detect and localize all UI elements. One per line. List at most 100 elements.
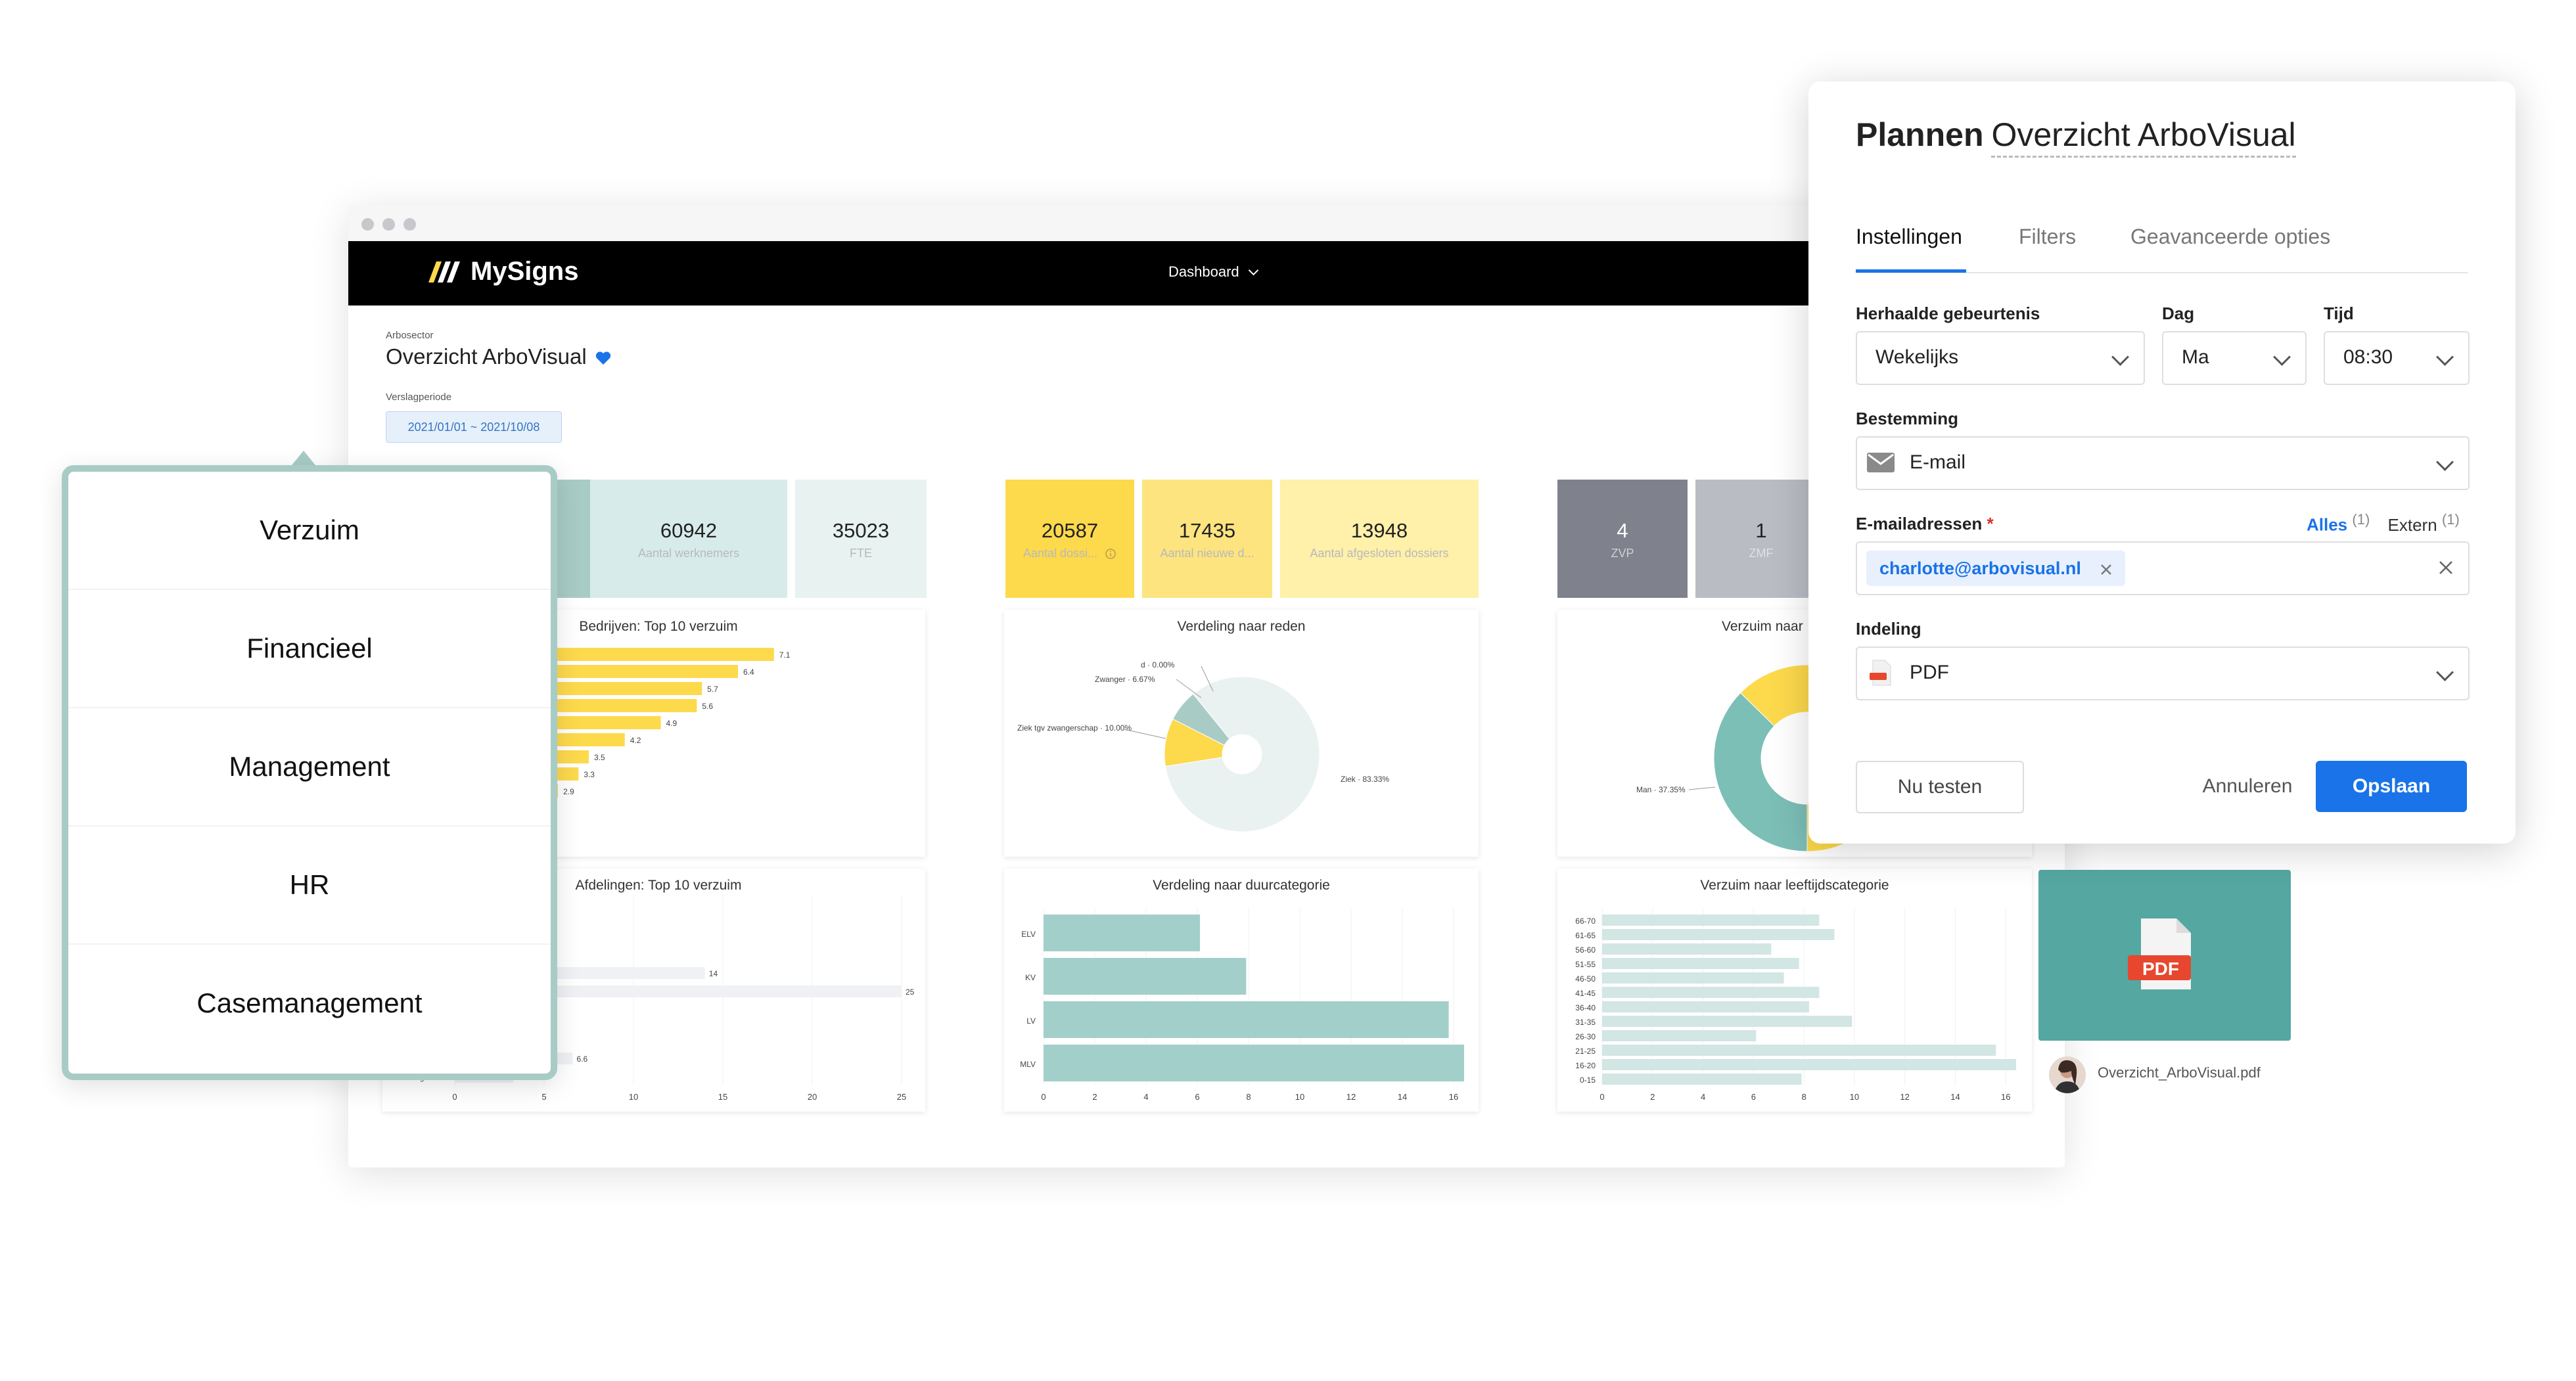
- y-tick-label: ELV: [1021, 930, 1036, 939]
- pdf-filename[interactable]: Overzicht_ArboVisual.pdf: [2098, 1064, 2261, 1081]
- bar-value-label: 5.7: [707, 685, 718, 694]
- window-chrome: [348, 205, 2065, 241]
- bar-value-label: 3.5: [594, 753, 605, 762]
- dialog-title-bold: Plannen: [1856, 116, 1984, 153]
- window-close-dot[interactable]: [361, 218, 374, 231]
- destination-select[interactable]: E-mail: [1856, 436, 2470, 490]
- kpi-fte[interactable]: 35023 FTE: [795, 480, 927, 598]
- bar-value-label: 6.4: [743, 668, 754, 677]
- clear-icon[interactable]: [2438, 560, 2454, 576]
- chart-duurcategorie: Verdeling naar duurcategorie 0 2 4 6 8 10 12 14…: [1004, 869, 1479, 1112]
- tab-geavanceerde-opties[interactable]: Geavanceerde opties: [2130, 225, 2331, 248]
- y-tick-label: 56-60: [1575, 945, 1596, 955]
- period-label: Verslagperiode: [386, 392, 452, 403]
- format-select[interactable]: PDF: [1856, 646, 2470, 700]
- user-avatar-icon: [2054, 1060, 2081, 1093]
- email-label-text: E-mailadressen: [1856, 514, 1983, 533]
- chart-title: Afdelingen: Top 10 verzuim: [575, 878, 742, 893]
- y-tick-label: 51-55: [1575, 960, 1596, 969]
- kpi-value: 20587: [1041, 519, 1099, 542]
- kpi-value: 35023: [832, 519, 890, 542]
- heart-icon[interactable]: [595, 351, 611, 365]
- x-tick-label: 10: [1850, 1092, 1859, 1102]
- avatar[interactable]: [2049, 1056, 2086, 1093]
- mysigns-logo-icon: [428, 261, 460, 283]
- kpi-label: Aantal afgesloten dossiers: [1310, 547, 1449, 560]
- repeat-select[interactable]: Wekelijks: [1856, 331, 2145, 385]
- x-tick-label: 12: [1900, 1092, 1909, 1102]
- time-select-value: 08:30: [2343, 346, 2393, 368]
- x-tick-label: 0: [1041, 1092, 1046, 1102]
- dialog-title-name[interactable]: Overzicht ArboVisual: [1991, 116, 2296, 158]
- kpi-zmf[interactable]: 1 ZMF: [1695, 480, 1827, 598]
- day-select[interactable]: Ma: [2162, 331, 2307, 385]
- email-input[interactable]: charlotte@arbovisual.nl: [1856, 541, 2470, 595]
- menu-item-management[interactable]: Management: [68, 708, 551, 826]
- save-button[interactable]: Opslaan: [2316, 761, 2467, 812]
- menu-item-verzuim[interactable]: Verzuim: [68, 472, 551, 590]
- pdf-icon: [1870, 660, 1891, 686]
- time-label: Tijd: [2324, 304, 2354, 323]
- chart-title: Verdeling naar duurcategorie: [1153, 878, 1330, 893]
- bar: [1044, 1001, 1449, 1038]
- cancel-button[interactable]: Annuleren: [2202, 775, 2293, 797]
- email-chip[interactable]: charlotte@arbovisual.nl: [1866, 551, 2126, 586]
- y-tick-label: 16-20: [1575, 1061, 1596, 1070]
- kpi-label: ZVP: [1611, 547, 1634, 560]
- chip-remove-icon[interactable]: [2100, 564, 2112, 576]
- kpi-zvp[interactable]: 4 ZVP: [1557, 480, 1688, 598]
- bar-value-label: 4.2: [630, 736, 641, 745]
- time-select[interactable]: 08:30: [2324, 331, 2470, 385]
- y-tick-label: 31-35: [1575, 1018, 1596, 1027]
- pie-leader-line: [1201, 666, 1214, 692]
- x-tick-label: 5: [541, 1092, 546, 1102]
- menu-item-casemanagement[interactable]: Casemanagement: [196, 987, 423, 1018]
- bar: [1602, 1030, 1757, 1041]
- chart-title: Bedrijven: Top 10 verzuim: [579, 619, 738, 634]
- kpi-value: 1: [1755, 519, 1767, 542]
- kpi-value: 17435: [1178, 519, 1236, 542]
- window-maximize-dot[interactable]: [403, 218, 416, 231]
- required-mark: *: [1987, 514, 1994, 533]
- tab-divider: [1856, 272, 2468, 273]
- kpi-label: Aantal werknemers: [637, 547, 740, 560]
- filter-alles[interactable]: Alles: [2307, 514, 2348, 535]
- kpi-aantal-nieuwe-dossiers[interactable]: 17435 Aantal nieuwe d...: [1142, 480, 1272, 598]
- x-tick-label: 10: [629, 1092, 638, 1102]
- dashboard-dropdown[interactable]: Dashboard: [1168, 263, 1259, 281]
- y-tick-label: 66-70: [1575, 917, 1596, 926]
- menu-item-hr[interactable]: HR: [68, 826, 551, 945]
- x-tick-label: 15: [718, 1092, 727, 1102]
- filter-extern[interactable]: Extern: [2387, 514, 2437, 535]
- y-tick-label: MLV: [1020, 1060, 1036, 1069]
- y-tick-label: KV: [1025, 973, 1036, 982]
- kpi-aantal-dossiers[interactable]: 20587 Aantal dossi...: [1005, 480, 1134, 598]
- window-minimize-dot[interactable]: [382, 218, 395, 231]
- bar: [1602, 972, 1784, 984]
- y-tick-label: 26-30: [1575, 1032, 1596, 1041]
- menu-item-financieel[interactable]: Financieel: [68, 590, 551, 708]
- category-menu: Verzuim Financieel Management HR Caseman…: [62, 465, 557, 1080]
- x-tick-label: 10: [1295, 1092, 1304, 1102]
- pie-label: Zwanger · 6.67%: [1095, 675, 1155, 684]
- breadcrumb[interactable]: Arbosector: [386, 330, 434, 341]
- x-tick-label: 14: [1398, 1092, 1407, 1102]
- top-navbar: MySigns Dashboard: [348, 241, 2065, 306]
- pie-slice: [1164, 676, 1320, 832]
- chart-reden-svg: Ziek tgv zwangerschap · 10.00% Zwanger · …: [1017, 660, 1389, 832]
- destination-select-value: E-mail: [1910, 451, 1966, 473]
- chart-reden: Verdeling naar reden Ziek tgv zwangersch…: [1004, 610, 1479, 857]
- mysigns-logo[interactable]: MySigns: [427, 257, 578, 286]
- info-icon[interactable]: [1105, 548, 1116, 560]
- chevron-down-icon: [1248, 265, 1259, 276]
- pie-slice: [1713, 692, 1808, 852]
- period-picker[interactable]: 2021/01/01 ~ 2021/10/08: [386, 411, 562, 443]
- pdf-attachment-tile[interactable]: PDF: [2038, 870, 2291, 1041]
- tab-instellingen[interactable]: Instellingen: [1856, 225, 1962, 248]
- chevron-down-icon: [2436, 348, 2454, 366]
- tab-filters[interactable]: Filters: [2019, 225, 2077, 248]
- x-tick-label: 25: [897, 1092, 906, 1102]
- kpi-aantal-werknemers[interactable]: 60942 Aantal werknemers: [590, 480, 787, 598]
- kpi-afgesloten-dossiers[interactable]: 13948 Aantal afgesloten dossiers: [1280, 480, 1479, 598]
- test-now-button[interactable]: Nu testen: [1856, 761, 2024, 813]
